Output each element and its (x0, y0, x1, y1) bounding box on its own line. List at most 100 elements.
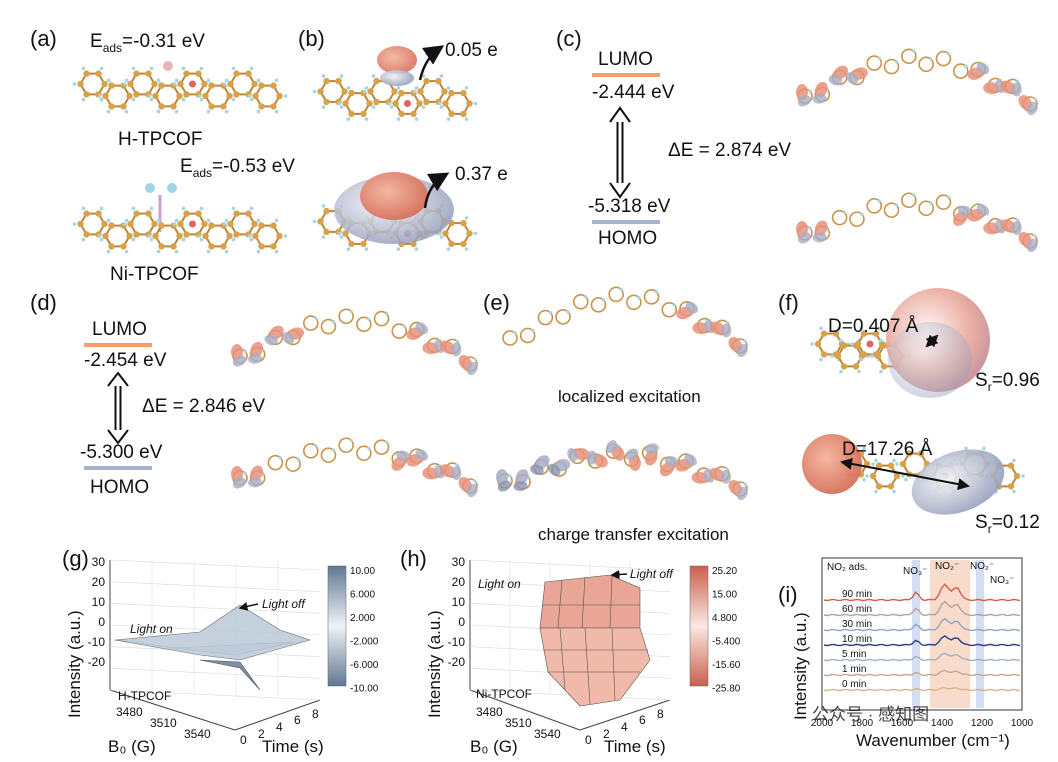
carbon-atom (183, 70, 190, 77)
hydrogen-atom (156, 109, 161, 114)
molecule-h-tpcof (72, 66, 288, 114)
carbon-atom (392, 100, 399, 107)
orbital-lobe (232, 477, 246, 489)
orbital-lobe (828, 74, 843, 86)
panel-i: (i) NO₃⁻ NO₂⁻ NO₂⁻ NO₃⁻ NO₂ ads. 90 min 6… (778, 557, 1034, 750)
surface-mesh (542, 575, 648, 705)
carbon-atom (102, 92, 109, 100)
hydrogen-atom (672, 303, 676, 307)
hydrogen-atom (99, 206, 104, 211)
y-tick-labels: 30 20 10 0 -10 -20 (88, 555, 106, 669)
light-off-arrow (610, 570, 628, 579)
carbon-atom (208, 222, 215, 229)
carbon-atom (245, 70, 252, 77)
hydrogen-atom (830, 354, 834, 358)
carbon-atom (158, 222, 165, 229)
band-no2 (930, 560, 970, 708)
hydrogen-atom (1021, 474, 1025, 478)
hydrogen-atom (199, 66, 204, 71)
hydrogen-atom (174, 109, 179, 114)
hydrogen-atom (859, 326, 863, 331)
aromatic-ring (866, 55, 883, 71)
carbon-atom (158, 103, 165, 110)
panel-a: (a) Eads=-0.31 eV H-TPCOF Eads=-0.53 eV … (30, 26, 295, 285)
t-axis (234, 699, 321, 731)
orbital-lobe (957, 205, 972, 216)
hydrogen-atom (131, 66, 136, 71)
b-axis (469, 689, 581, 731)
hydrogen-atom (810, 342, 814, 346)
hydrogen-atom (256, 249, 261, 254)
hydrogen-atom (156, 78, 161, 83)
hydrogen-atom (725, 467, 729, 471)
t-axis-label: Time (s) (604, 737, 666, 756)
aromatic-ring (285, 456, 301, 472)
hydrogen-atom (839, 338, 843, 343)
hydrogen-atom (1012, 489, 1016, 494)
carbon-atom (151, 220, 158, 228)
orbital-lobe (415, 449, 429, 461)
hydrogen-atom (865, 474, 869, 478)
hydrogen-atom (149, 66, 154, 71)
aromatic-ring (918, 200, 934, 217)
y-tick: -20 (88, 655, 106, 669)
orbital-lobe (625, 448, 639, 460)
hydrogen-atom (147, 234, 152, 238)
hydrogen-atom (81, 97, 86, 102)
carbon-atom (270, 82, 277, 89)
hydrogen-atom (224, 78, 229, 83)
carbon-atom (258, 82, 265, 89)
carbon-atom (317, 88, 324, 95)
carbon-atom (854, 340, 862, 348)
orbital-lobe (248, 353, 263, 364)
hydrogen-atom (206, 78, 211, 83)
orbital-lobe (548, 463, 561, 476)
band-label: NO₂⁻ (970, 561, 994, 572)
orbital-lobe (721, 323, 732, 338)
b-tick: 3480 (116, 705, 143, 719)
carbon-atom (77, 220, 84, 228)
carbon-atom (202, 92, 209, 100)
carbon-atom (441, 88, 448, 95)
carbon-atom (176, 232, 183, 240)
oxygen-atom (404, 100, 411, 107)
carbon-atom (869, 472, 877, 480)
hydrogen-atom (321, 235, 326, 239)
orbital-lobe (685, 301, 699, 314)
orbital-lobe (1000, 219, 1016, 233)
hydrogen-atom (174, 78, 179, 83)
spectrum-line (823, 617, 1021, 632)
carbon-atom (442, 100, 449, 107)
carbon-atom (435, 77, 442, 85)
hydrogen-atom (231, 66, 236, 71)
panel-f: (f) D=0.407 Å Sr=0.96 D=17.26 Å Sr=0.12 (778, 288, 1040, 536)
carbon-atom (373, 98, 380, 106)
x-tick: 1400 (931, 718, 954, 729)
colorbar-tick: 6.000 (350, 590, 375, 601)
colorbar-tick: 25.20 (712, 566, 737, 577)
energy-gap-arrow (107, 371, 129, 445)
aromatic-ring (302, 315, 319, 331)
orbital-lobe (282, 332, 295, 345)
carbon-atom (108, 243, 115, 250)
carbon-atom (170, 103, 177, 110)
carbon-atom (145, 70, 152, 77)
carbon-atom (152, 92, 159, 100)
hydrogen-atom (743, 482, 747, 486)
carbon-atom (127, 80, 134, 88)
hydrogen-atom (725, 320, 729, 325)
hydrogen-atom (1033, 234, 1037, 238)
carbon-atom (875, 483, 883, 490)
distance-d1: D=0.407 Å (828, 316, 919, 337)
carbon-atom (102, 232, 109, 240)
charge-transfer-caption: charge transfer excitation (538, 525, 729, 544)
orbital-lobe (396, 450, 411, 461)
hydrogen-atom (106, 249, 111, 254)
spectrum-line (823, 600, 1021, 617)
hydrogen-atom (106, 109, 111, 114)
lumo-energy: -2.444 eV (592, 82, 675, 103)
hydrogen-atom (314, 444, 318, 448)
t-tick: 4 (621, 720, 628, 734)
